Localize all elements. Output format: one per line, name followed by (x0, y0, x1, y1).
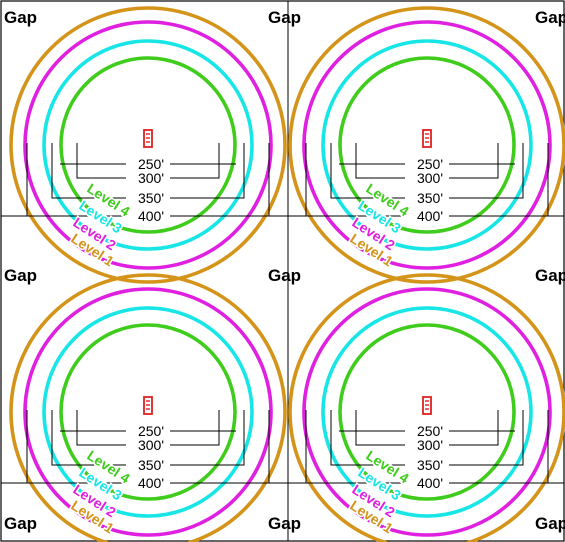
distance-label: 400' (138, 475, 164, 491)
ring-level-1 (288, 6, 565, 284)
distance-label: 400' (138, 208, 164, 224)
distance-label: 300' (417, 437, 443, 453)
ring-level-3 (321, 39, 533, 251)
gap-label: Gap (535, 266, 565, 285)
tower-icon (143, 396, 153, 415)
gap-label: Gap (4, 8, 37, 27)
distance-label: 350' (417, 457, 443, 473)
ring-level-1 (9, 273, 287, 542)
ring-level-4 (59, 56, 237, 234)
distance-label-bg (405, 208, 449, 223)
distance-label: 350' (138, 190, 164, 206)
distance-label: 250' (417, 156, 443, 172)
distance-label-bg (126, 190, 170, 205)
gap-label: Gap (268, 514, 301, 533)
distance-label: 400' (417, 208, 443, 224)
distance-label: 300' (138, 170, 164, 186)
ring-level-2 (23, 287, 273, 537)
distance-label: 300' (138, 437, 164, 453)
distance-label: 350' (417, 190, 443, 206)
distance-label-bg (126, 170, 170, 185)
distance-label-bg (405, 156, 449, 171)
distance-label: 250' (138, 423, 164, 439)
distance-label-bg (405, 457, 449, 472)
ring-level-4 (338, 56, 516, 234)
tower-icon (143, 129, 153, 148)
distance-label: 400' (417, 475, 443, 491)
distance-label-bg (405, 437, 449, 452)
ring-level-2 (302, 20, 552, 270)
ring-level-1 (288, 273, 565, 542)
ring-level-4 (59, 323, 237, 501)
tower-icon (422, 396, 432, 415)
ring-level-2 (23, 20, 273, 270)
distance-label: 350' (138, 457, 164, 473)
tower-icon (422, 129, 432, 148)
gap-label: Gap (268, 8, 301, 27)
gap-label: Gap (535, 8, 565, 27)
distance-label-bg (405, 170, 449, 185)
distance-label-bg (126, 475, 170, 490)
distance-label: 250' (417, 423, 443, 439)
distance-label-bg (405, 475, 449, 490)
distance-label-bg (126, 457, 170, 472)
distance-label-bg (126, 423, 170, 438)
distance-label-bg (405, 190, 449, 205)
ring-level-3 (321, 306, 533, 518)
ring-level-2 (302, 287, 552, 537)
distance-label: 250' (138, 156, 164, 172)
ring-level-3 (42, 306, 254, 518)
gap-label: Gap (4, 266, 37, 285)
ring-level-4 (338, 323, 516, 501)
distance-label: 300' (417, 170, 443, 186)
distance-label-bg (405, 423, 449, 438)
distance-label-bg (126, 208, 170, 223)
distance-label-bg (126, 156, 170, 171)
ring-level-3 (42, 39, 254, 251)
ring-level-1 (9, 6, 287, 284)
distance-label-bg (126, 437, 170, 452)
gap-label: Gap (268, 266, 301, 285)
gap-label: Gap (535, 514, 565, 533)
gap-label: Gap (4, 514, 37, 533)
